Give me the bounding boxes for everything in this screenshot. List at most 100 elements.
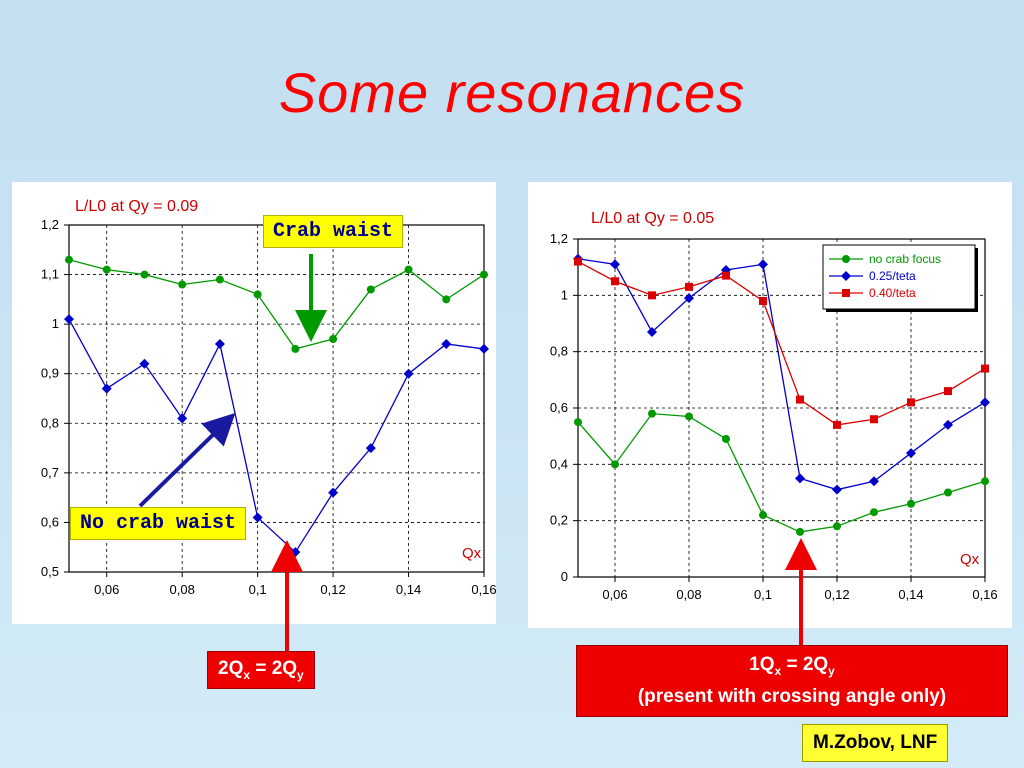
x-tick-label: 0,12 bbox=[824, 587, 849, 602]
data-point bbox=[328, 487, 339, 498]
y-tick-label: 0,2 bbox=[550, 513, 568, 528]
data-point bbox=[685, 282, 693, 291]
data-point bbox=[404, 265, 413, 274]
plot-frame bbox=[577, 238, 986, 578]
x-tick-label: 0,16 bbox=[471, 582, 496, 597]
data-point bbox=[870, 508, 878, 517]
data-point bbox=[442, 295, 451, 304]
legend-label: 0.40/teta bbox=[869, 286, 916, 300]
data-point bbox=[981, 477, 989, 486]
data-point bbox=[980, 397, 990, 408]
data-point bbox=[366, 285, 375, 294]
series-line-2 bbox=[577, 260, 986, 426]
data-point bbox=[574, 418, 582, 427]
x-tick-label: 0,06 bbox=[602, 587, 627, 602]
data-point bbox=[64, 314, 74, 325]
x-tick-label: 0,16 bbox=[972, 587, 997, 602]
legend-marker bbox=[842, 289, 850, 297]
data-point bbox=[648, 291, 656, 300]
x-tick-label: 0,08 bbox=[676, 587, 701, 602]
data-point bbox=[795, 473, 805, 484]
y-tick-label: 1 bbox=[52, 316, 59, 331]
data-point bbox=[907, 398, 915, 407]
y-tick-label: 1,2 bbox=[550, 231, 568, 246]
data-point bbox=[870, 415, 878, 424]
data-point bbox=[833, 522, 841, 531]
data-point bbox=[832, 484, 842, 495]
data-point bbox=[215, 275, 224, 284]
y-tick-label: 0 bbox=[561, 569, 568, 584]
y-tick-label: 0,5 bbox=[41, 564, 59, 579]
data-point bbox=[329, 335, 338, 344]
series-line-1 bbox=[577, 258, 986, 491]
data-point bbox=[907, 499, 915, 508]
y-tick-label: 0,6 bbox=[550, 400, 568, 415]
crab-waist-label: Crab waist bbox=[263, 215, 404, 248]
y-tick-label: 0,9 bbox=[41, 366, 59, 381]
y-tick-label: 1,2 bbox=[41, 217, 59, 232]
series-line-0 bbox=[577, 412, 986, 533]
no-crab-waist-label: No crab waist bbox=[70, 507, 247, 540]
x-tick-label: 0,14 bbox=[898, 587, 923, 602]
data-point bbox=[721, 264, 731, 275]
chart-right-panel: 0,06 0,08 0,1 0,12 0,14 0,16 0 0,2 0,4 0,6 0,8 1 1,2… bbox=[528, 182, 1012, 628]
x-axis-label: Qx bbox=[960, 551, 980, 568]
x-tick-label: 0,1 bbox=[249, 582, 267, 597]
data-point bbox=[648, 409, 656, 418]
data-point bbox=[574, 257, 582, 266]
data-point bbox=[365, 443, 376, 454]
y-tick-label: 0,4 bbox=[550, 456, 568, 471]
series-line-1 bbox=[68, 318, 485, 554]
y-tick-label: 0,6 bbox=[41, 514, 59, 529]
data-point bbox=[685, 412, 693, 421]
legend-label: 0.25/teta bbox=[869, 269, 916, 283]
y-tick-label: 1 bbox=[561, 287, 568, 302]
y-tick-label: 0,7 bbox=[41, 465, 59, 480]
x-tick-label: 0,12 bbox=[320, 582, 345, 597]
y-tick-label: 0,8 bbox=[41, 415, 59, 430]
legend-marker bbox=[842, 255, 850, 263]
data-point bbox=[981, 364, 989, 373]
data-point bbox=[291, 344, 300, 353]
chart-left: 0,06 0,08 0,1 0,12 0,14 0,16 0,5 0,6 0,7 0,8 0,9 1 1… bbox=[41, 198, 496, 597]
data-point bbox=[139, 358, 150, 369]
data-point bbox=[684, 293, 694, 304]
chart-right: 0,06 0,08 0,1 0,12 0,14 0,16 0 0,2 0,4 0,6 0,8 1 1,2… bbox=[550, 210, 998, 602]
data-point bbox=[944, 387, 952, 396]
data-point bbox=[102, 265, 111, 274]
slide-title: Some resonances bbox=[278, 61, 746, 124]
data-point bbox=[906, 448, 916, 459]
data-point bbox=[177, 413, 188, 424]
y-tick-label: 0,8 bbox=[550, 344, 568, 359]
series-line-0 bbox=[68, 259, 485, 350]
data-point bbox=[796, 395, 804, 404]
data-point bbox=[480, 270, 488, 279]
legend-marker bbox=[841, 271, 851, 281]
chart-title: L/L0 at Qy = 0.05 bbox=[591, 210, 714, 227]
data-point bbox=[252, 512, 263, 523]
data-point bbox=[722, 434, 730, 443]
data-point bbox=[796, 527, 804, 536]
data-point bbox=[758, 259, 768, 270]
data-point bbox=[140, 270, 149, 279]
data-point bbox=[944, 488, 952, 497]
data-point bbox=[214, 338, 225, 349]
resonance-1qx-2qy-label: 1Qx = 2Qy (present with crossing angle o… bbox=[576, 645, 1008, 717]
x-tick-label: 0,08 bbox=[170, 582, 195, 597]
data-point bbox=[869, 476, 879, 487]
data-point bbox=[833, 420, 841, 429]
data-point bbox=[101, 383, 112, 394]
legend-label: no crab focus bbox=[869, 252, 941, 266]
data-point bbox=[611, 460, 619, 469]
x-tick-label: 0,06 bbox=[94, 582, 119, 597]
chart-title: L/L0 at Qy = 0.09 bbox=[75, 198, 198, 215]
data-point bbox=[178, 280, 187, 289]
data-point bbox=[610, 259, 620, 270]
author-label: M.Zobov, LNF bbox=[802, 724, 949, 762]
data-point bbox=[722, 271, 730, 280]
data-point bbox=[759, 296, 767, 305]
data-point bbox=[479, 343, 489, 354]
data-point bbox=[253, 290, 262, 299]
x-axis-label: Qx bbox=[462, 545, 482, 562]
y-tick-label: 1,1 bbox=[41, 267, 59, 282]
